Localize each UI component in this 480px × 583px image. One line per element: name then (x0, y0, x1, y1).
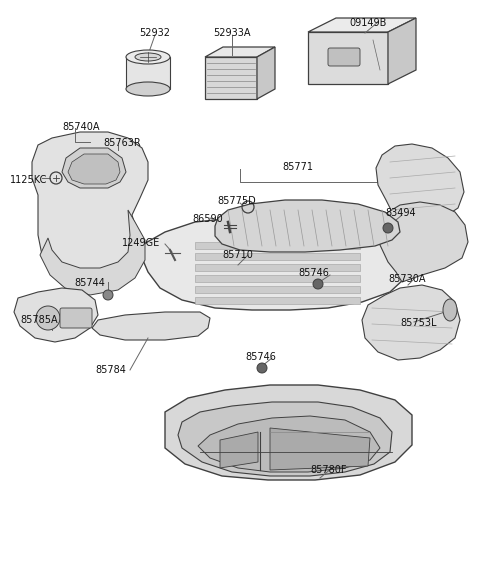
Text: 85771: 85771 (283, 162, 313, 172)
Text: 86590: 86590 (192, 214, 223, 224)
Circle shape (36, 306, 60, 330)
Polygon shape (257, 47, 275, 99)
Polygon shape (308, 18, 416, 32)
Polygon shape (376, 144, 464, 232)
Polygon shape (195, 253, 360, 260)
Circle shape (103, 290, 113, 300)
Text: 85744: 85744 (74, 278, 105, 288)
FancyBboxPatch shape (60, 308, 92, 328)
Ellipse shape (135, 53, 161, 61)
Polygon shape (205, 57, 257, 99)
Polygon shape (142, 216, 410, 310)
Polygon shape (195, 297, 360, 304)
Bar (126, 57, 170, 89)
Text: 85785A: 85785A (20, 315, 58, 325)
Polygon shape (68, 154, 120, 184)
Text: 1125KC: 1125KC (10, 175, 48, 185)
Polygon shape (388, 18, 416, 84)
Text: 85746: 85746 (298, 268, 329, 278)
Polygon shape (165, 385, 412, 480)
Text: 83494: 83494 (385, 208, 416, 218)
Polygon shape (195, 264, 360, 271)
Circle shape (383, 223, 393, 233)
Text: 85775D: 85775D (217, 196, 256, 206)
Text: 85784: 85784 (95, 365, 126, 375)
Polygon shape (195, 286, 360, 293)
Polygon shape (205, 47, 275, 57)
Text: 1249GE: 1249GE (122, 238, 160, 248)
Polygon shape (62, 148, 126, 188)
Text: 85730A: 85730A (388, 274, 425, 284)
Text: 52932: 52932 (140, 28, 170, 38)
Text: 85740A: 85740A (62, 122, 99, 132)
Polygon shape (195, 242, 360, 249)
Ellipse shape (126, 82, 170, 96)
Polygon shape (178, 402, 392, 476)
Text: 85763R: 85763R (103, 138, 141, 148)
Polygon shape (14, 288, 98, 342)
Text: 85780F: 85780F (310, 465, 347, 475)
Polygon shape (40, 210, 145, 295)
Polygon shape (362, 285, 460, 360)
Text: 52933A: 52933A (213, 28, 251, 38)
Circle shape (257, 363, 267, 373)
Polygon shape (215, 200, 400, 252)
Polygon shape (195, 275, 360, 282)
Polygon shape (270, 428, 370, 470)
FancyBboxPatch shape (328, 48, 360, 66)
Text: 09149B: 09149B (349, 18, 387, 28)
Polygon shape (308, 32, 388, 84)
Polygon shape (92, 312, 210, 340)
Polygon shape (378, 202, 468, 282)
Polygon shape (32, 132, 148, 292)
Circle shape (313, 279, 323, 289)
Text: 85746: 85746 (245, 352, 276, 362)
Polygon shape (198, 416, 380, 472)
Ellipse shape (126, 50, 170, 64)
Polygon shape (220, 432, 258, 468)
Text: 85710: 85710 (222, 250, 253, 260)
Text: 85753L: 85753L (400, 318, 436, 328)
Ellipse shape (443, 299, 457, 321)
